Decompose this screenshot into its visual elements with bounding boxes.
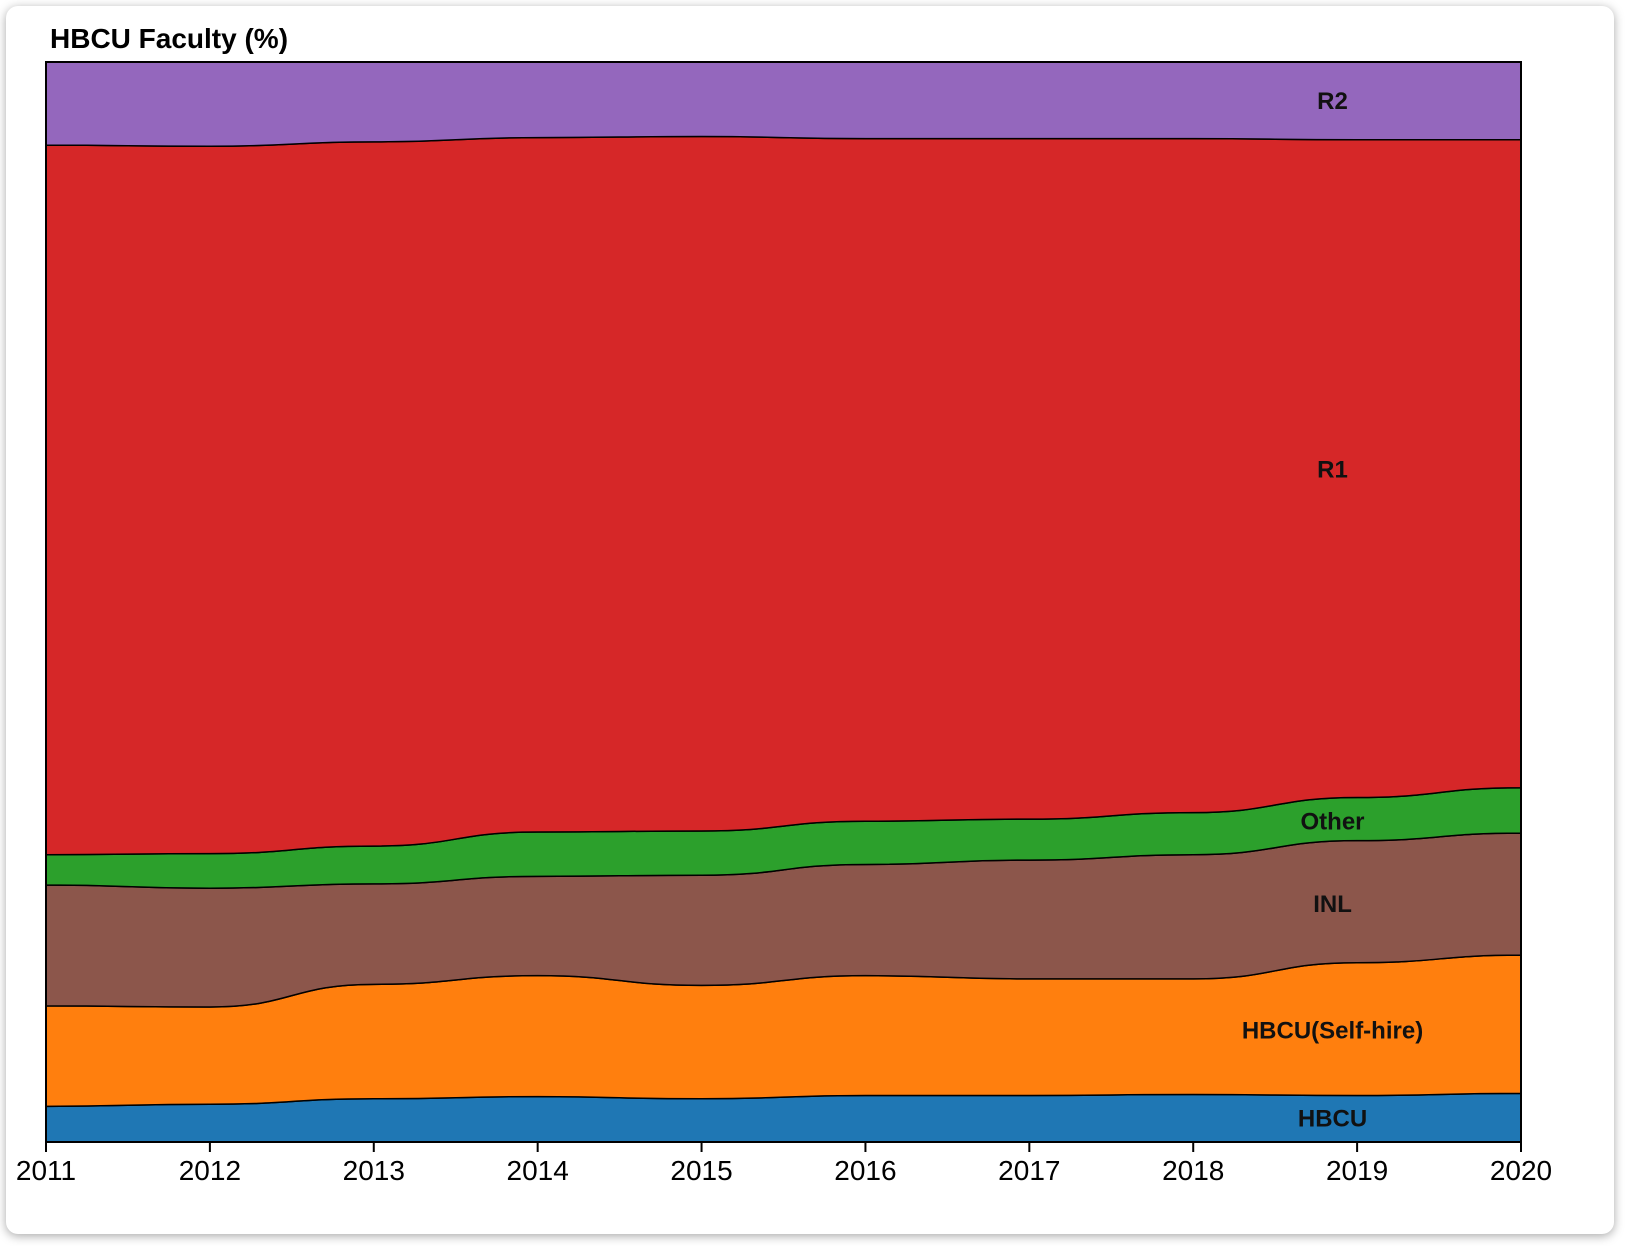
x-tick-label-2015: 2015 (670, 1155, 732, 1186)
x-tick-label-2018: 2018 (1162, 1155, 1224, 1186)
band-label-inl: INL (1313, 891, 1352, 918)
band-label-hbcu-self-hire: HBCU(Self-hire) (1242, 1017, 1423, 1044)
x-tick-label-2012: 2012 (179, 1155, 241, 1186)
stacked-area-chart: HBCU Faculty (%) HBCU HBCU(Self-hire) INL O… (16, 23, 1552, 1186)
x-axis: 2011 2012 2013 2014 2015 2016 2017 2018 2019 2020 (16, 1142, 1552, 1186)
band-label-other: Other (1301, 808, 1365, 835)
band-label-hbcu: HBCU (1298, 1106, 1367, 1133)
x-tick-label-2017: 2017 (998, 1155, 1060, 1186)
area-r1 (45, 135, 1522, 856)
x-tick-label-2020: 2020 (1490, 1155, 1552, 1186)
area-r2 (45, 61, 1522, 147)
area-layers (45, 61, 1522, 1143)
x-tick-label-2014: 2014 (507, 1155, 569, 1186)
band-label-r1: R1 (1317, 457, 1348, 484)
chart-title: HBCU Faculty (%) (50, 23, 288, 54)
x-tick-label-2013: 2013 (343, 1155, 405, 1186)
band-labels: HBCU HBCU(Self-hire) INL Other R1 R2 (1242, 88, 1423, 1133)
band-label-r2: R2 (1317, 88, 1348, 115)
x-tick-label-2019: 2019 (1326, 1155, 1388, 1186)
plot-border (45, 61, 1522, 1143)
chart-frame: HBCU Faculty (%) HBCU HBCU(Self-hire) INL O… (6, 6, 1614, 1234)
x-tick-label-2016: 2016 (834, 1155, 896, 1186)
x-tick-label-2011: 2011 (16, 1155, 76, 1186)
